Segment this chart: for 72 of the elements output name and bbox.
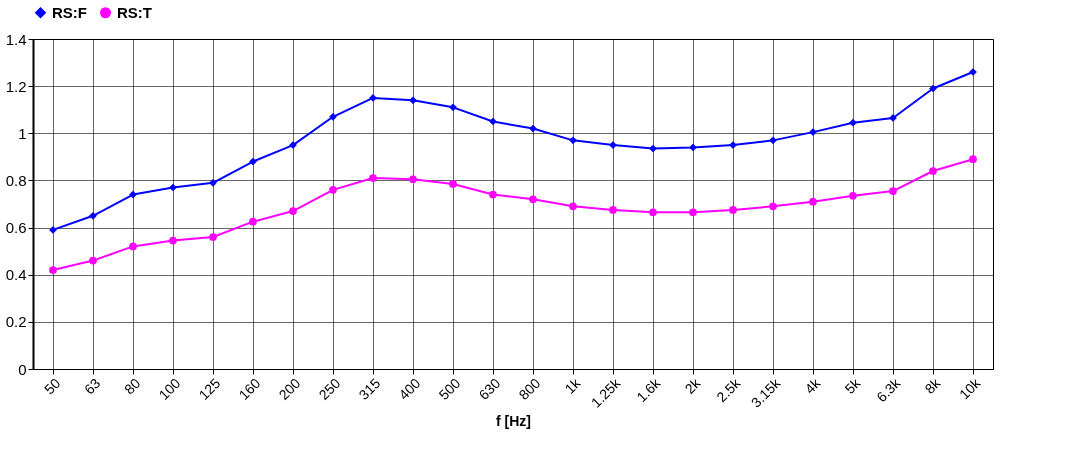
point: [329, 112, 337, 121]
x-tick-label: 315: [355, 374, 384, 403]
legend-label: RS:T: [117, 3, 152, 21]
point: [849, 118, 857, 127]
x-tick-label: 250: [315, 374, 344, 403]
point: [489, 190, 497, 199]
x-tick-label: 5k: [841, 374, 865, 397]
y-tick-label: 0.4: [5, 266, 27, 284]
x-tick-label: 160: [235, 374, 264, 403]
point: [89, 211, 97, 220]
x-tick-label: 4k: [801, 374, 825, 397]
x-tick-label: 2k: [681, 374, 705, 397]
x-axis-title: f [Hz]: [496, 412, 531, 429]
x-tick-label: 6.3k: [873, 374, 905, 406]
x-tick-label: 50: [41, 374, 64, 398]
point: [889, 187, 897, 195]
point: [729, 206, 737, 214]
point: [129, 190, 137, 199]
point: [209, 178, 217, 187]
x-tick-label: 1.6k: [633, 374, 665, 406]
point: [249, 217, 257, 226]
point: [409, 96, 417, 105]
point: [569, 136, 577, 145]
point: [929, 167, 937, 175]
point: [49, 266, 57, 274]
y-tick-label: 0.2: [5, 313, 27, 331]
point: [689, 143, 697, 152]
x-tick-label: 10k: [956, 374, 985, 403]
point: [569, 202, 577, 211]
x-tick-label: 100: [155, 374, 184, 403]
y-tick-label: 1: [18, 124, 27, 142]
point: [929, 84, 937, 93]
x-tick-label: 1k: [561, 374, 585, 397]
point: [809, 197, 817, 206]
y-tick-label: 1.4: [5, 30, 27, 48]
point: [529, 195, 537, 204]
y-tick-label: 0.8: [5, 171, 27, 189]
point: [769, 202, 777, 211]
point: [89, 256, 97, 265]
y-tick-label: 1.2: [5, 77, 27, 95]
point: [209, 233, 217, 241]
point: [529, 124, 537, 133]
x-tick-label: 400: [395, 374, 424, 403]
x-tick-label: 500: [435, 374, 464, 403]
point: [769, 136, 777, 145]
point: [409, 175, 417, 184]
x-tick-label: 80: [121, 374, 144, 398]
point: [129, 242, 137, 251]
point: [169, 183, 177, 192]
y-tick-label: 0.6: [5, 219, 27, 237]
point: [169, 236, 177, 245]
x-tick-label: 8k: [921, 374, 945, 397]
x-tick-label: 125: [195, 374, 224, 403]
point: [609, 206, 617, 214]
point: [969, 155, 977, 164]
point: [689, 208, 697, 217]
point: [289, 207, 297, 215]
point: [369, 174, 377, 182]
point: [649, 208, 657, 217]
x-tick-label: 630: [475, 374, 504, 403]
point: [449, 103, 457, 112]
point: [489, 117, 497, 126]
y-tick-label: 0: [18, 360, 27, 378]
point: [249, 157, 257, 166]
point: [849, 191, 857, 200]
x-tick-label: 200: [275, 374, 304, 403]
x-tick-label: 800: [515, 374, 544, 403]
legend-label: RS:F: [52, 3, 87, 21]
point: [449, 180, 457, 188]
point: [329, 185, 337, 194]
point: [649, 144, 657, 153]
x-tick-label: 63: [81, 374, 104, 398]
